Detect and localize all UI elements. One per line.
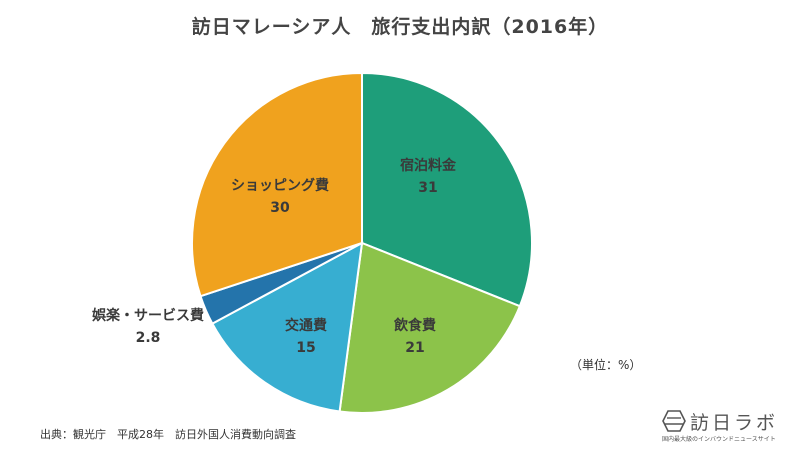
hexagon-logo-icon: [662, 410, 686, 432]
slice-value-3: 15: [296, 340, 315, 356]
slice-label-5: ショッピング費: [231, 177, 329, 194]
pie-slice-5: [191, 71, 363, 298]
slice-label-3: 交通費: [285, 317, 327, 334]
pie-slice-1: [361, 71, 533, 308]
slice-value-1: 31: [418, 180, 437, 196]
unit-note: （単位：%）: [570, 358, 642, 372]
logo-name: 訪日ラボ: [690, 412, 779, 434]
slice-value-5: 30: [270, 200, 290, 216]
slice-value-4: 2.8: [136, 330, 161, 346]
logo-tagline: 国内最大級のインバウンドニュースサイト: [662, 436, 776, 443]
slice-label-2: 飲食費: [393, 317, 436, 334]
chart-title: 訪日マレーシア人 旅行支出内訳（2016年）: [191, 16, 609, 38]
slice-value-2: 21: [405, 340, 424, 356]
site-logo: 訪日ラボ 国内最大級のインバウンドニュースサイト: [662, 408, 792, 448]
source-note: 出典：観光庁 平成28年 訪日外国人消費動向調査: [40, 428, 296, 441]
pie-slice-3: [210, 241, 364, 413]
pie-slice-2: [338, 241, 522, 414]
slice-label-4: 娯楽・サービス費: [92, 307, 204, 324]
slice-label-1: 宿泊料金: [400, 157, 457, 174]
